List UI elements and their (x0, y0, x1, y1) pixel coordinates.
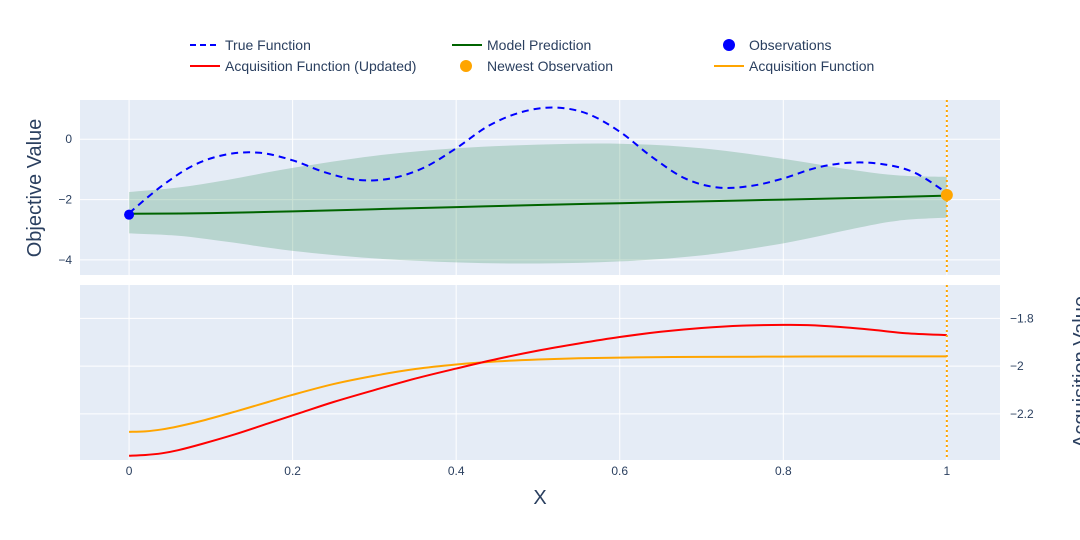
top-y-tick-label: −4 (58, 253, 72, 267)
legend-item-model-prediction[interactable]: Model Prediction (452, 37, 591, 53)
x-tick-label: 0.8 (775, 464, 792, 478)
x-tick-label: 1 (944, 464, 951, 478)
confidence-band-area (129, 143, 947, 264)
legend: True Function Model Prediction Observati… (190, 37, 874, 74)
confidence-band (129, 143, 947, 264)
top-y-axis-title: Objective Value (24, 119, 46, 258)
legend-item-true-function[interactable]: True Function (190, 37, 311, 53)
bottom-y-axis-title: Acquisition Value (1070, 296, 1080, 448)
top-y-tick-label: 0 (65, 132, 72, 146)
tick-labels: 0 0.2 0.4 0.6 0.8 1 0 −2 −4 −1.8 −2 −2.2 (58, 132, 1034, 478)
legend-marker-swatch (723, 39, 735, 51)
acquisition-updated-line (129, 323, 947, 457)
legend-label-acquisition-updated: Acquisition Function (Updated) (225, 58, 416, 74)
x-tick-label: 0.2 (284, 464, 301, 478)
legend-label-model-prediction: Model Prediction (487, 37, 591, 53)
legend-label-acquisition-function: Acquisition Function (749, 58, 874, 74)
x-tick-label: 0.4 (448, 464, 465, 478)
legend-item-acquisition-updated[interactable]: Acquisition Function (Updated) (190, 58, 416, 74)
true-function-line (128, 106, 948, 214)
series-lines (128, 100, 948, 460)
legend-item-newest-observation[interactable]: Newest Observation (460, 58, 613, 74)
top-y-tick-label: −2 (58, 193, 72, 207)
legend-item-observations[interactable]: Observations (723, 37, 831, 53)
series-markers (124, 189, 953, 220)
legend-label-newest-observation: Newest Observation (487, 58, 613, 74)
acquisition-function-line (129, 355, 947, 433)
bottom-y-tick-label: −2 (1010, 359, 1024, 373)
x-tick-label: 0 (126, 464, 133, 478)
bottom-plot-background (80, 285, 1000, 460)
bottom-y-tick-label: −2.2 (1010, 407, 1034, 421)
top-plot-background (80, 100, 1000, 275)
legend-marker-swatch (460, 60, 472, 72)
observation-point[interactable] (124, 209, 135, 220)
newest-observation-point[interactable] (940, 189, 953, 202)
bottom-y-tick-label: −1.8 (1010, 311, 1034, 325)
legend-item-acquisition-function[interactable]: Acquisition Function (714, 58, 874, 74)
legend-label-true-function: True Function (225, 37, 311, 53)
x-tick-label: 0.6 (611, 464, 628, 478)
x-axis-title: X (533, 487, 546, 509)
model-prediction-line (129, 194, 947, 215)
legend-label-observations: Observations (749, 37, 831, 53)
